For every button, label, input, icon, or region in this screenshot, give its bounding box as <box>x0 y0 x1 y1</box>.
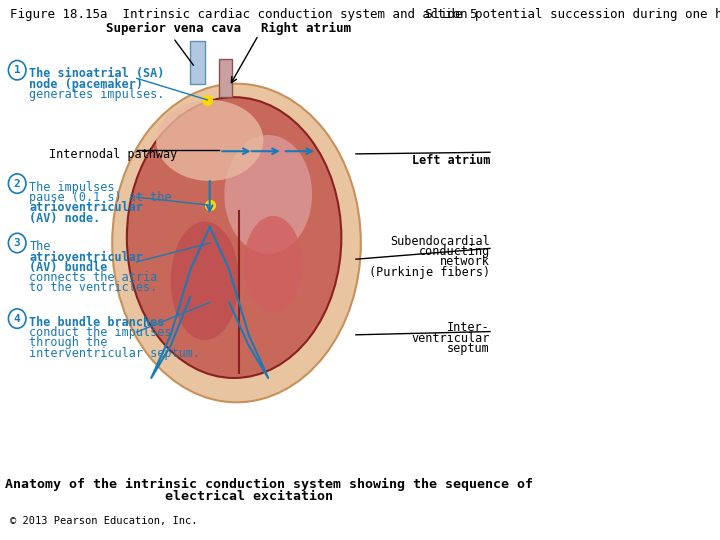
Ellipse shape <box>225 135 312 254</box>
Text: interventricular septum.: interventricular septum. <box>30 347 200 360</box>
Text: electrical excitation: electrical excitation <box>165 490 333 503</box>
FancyBboxPatch shape <box>220 59 232 97</box>
Text: The impulses: The impulses <box>30 181 115 194</box>
Text: generates impulses.: generates impulses. <box>30 88 165 101</box>
Text: to the ventricles.: to the ventricles. <box>30 281 158 294</box>
Text: septum: septum <box>447 342 490 355</box>
Text: Superior vena cava: Superior vena cava <box>106 22 240 35</box>
Text: (a)  Anatomy of the intrinsic conduction system showing the sequence of: (a) Anatomy of the intrinsic conduction … <box>0 478 533 491</box>
Text: conduct the impulses: conduct the impulses <box>30 326 172 339</box>
Text: Left atrium: Left atrium <box>412 154 490 167</box>
Text: (AV) bundle: (AV) bundle <box>30 261 108 274</box>
Text: Right atrium: Right atrium <box>261 22 351 35</box>
Ellipse shape <box>244 216 302 313</box>
Text: Internodal pathway: Internodal pathway <box>49 148 177 161</box>
Text: (Purkinje fibers): (Purkinje fibers) <box>369 266 490 279</box>
Text: 1: 1 <box>14 65 21 75</box>
FancyBboxPatch shape <box>190 40 205 84</box>
Text: The bundle branches: The bundle branches <box>30 316 165 329</box>
Text: ventricular: ventricular <box>412 332 490 345</box>
Ellipse shape <box>127 97 341 378</box>
Text: Figure 18.15a  Intrinsic cardiac conduction system and action potential successi: Figure 18.15a Intrinsic cardiac conducti… <box>10 8 720 21</box>
Text: conducting: conducting <box>419 245 490 258</box>
Text: pause (0.1 s) at the: pause (0.1 s) at the <box>30 191 172 204</box>
Text: network: network <box>440 255 490 268</box>
Text: 4: 4 <box>14 314 21 323</box>
Text: 3: 3 <box>14 238 21 248</box>
Text: © 2013 Pearson Education, Inc.: © 2013 Pearson Education, Inc. <box>10 516 197 526</box>
Text: The: The <box>30 240 50 253</box>
Text: node (pacemaker): node (pacemaker) <box>30 78 143 91</box>
Ellipse shape <box>171 221 239 340</box>
Text: atrioventricular: atrioventricular <box>30 251 143 264</box>
Ellipse shape <box>156 100 264 181</box>
Text: Slide 5: Slide 5 <box>426 8 478 21</box>
Text: Subendocardial: Subendocardial <box>390 235 490 248</box>
Text: The sinoatrial (SA): The sinoatrial (SA) <box>30 68 165 80</box>
Text: Inter-: Inter- <box>447 321 490 334</box>
Text: atrioventricular: atrioventricular <box>30 201 143 214</box>
Text: 2: 2 <box>14 179 21 188</box>
Text: connects the atria: connects the atria <box>30 271 158 284</box>
Text: through the: through the <box>30 336 108 349</box>
Ellipse shape <box>112 84 361 402</box>
Text: (AV) node.: (AV) node. <box>30 212 101 225</box>
